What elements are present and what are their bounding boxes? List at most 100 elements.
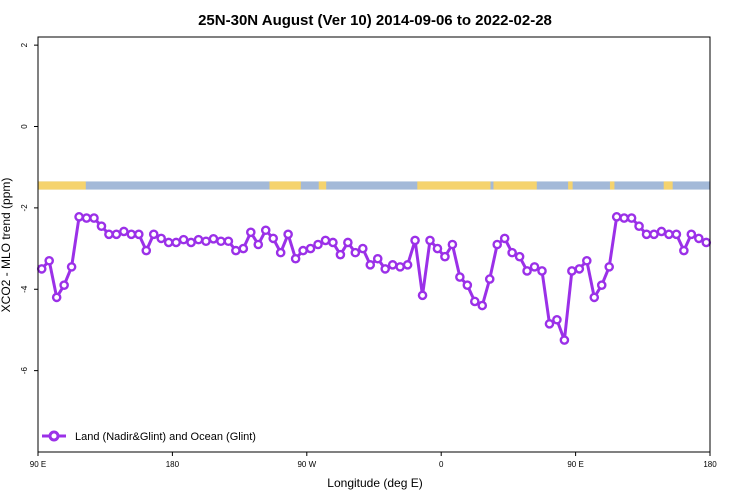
data-point — [410, 235, 420, 246]
data-point — [223, 236, 234, 247]
data-point — [507, 247, 517, 258]
data-point — [66, 262, 77, 272]
data-point — [171, 237, 181, 248]
data-point — [649, 229, 659, 240]
data-point — [335, 249, 346, 260]
data-point — [544, 319, 555, 329]
land-segment — [38, 181, 86, 190]
data-point — [634, 221, 644, 231]
data-point — [36, 264, 47, 274]
data-point — [305, 243, 316, 254]
data-point — [231, 245, 241, 256]
data-point — [499, 233, 510, 244]
data-point — [641, 229, 652, 240]
data-point — [320, 235, 331, 246]
data-point — [156, 233, 166, 244]
data-point — [260, 225, 271, 236]
data-point — [350, 247, 361, 258]
series-layer — [36, 212, 712, 345]
data-point — [372, 253, 383, 264]
chart-title: 25N-30N August (Ver 10) 2014-09-06 to 20… — [198, 12, 552, 29]
data-point — [387, 260, 398, 270]
y-tick-label: 2 — [20, 42, 29, 47]
data-point — [537, 266, 547, 276]
data-point — [104, 229, 114, 240]
data-point — [484, 274, 495, 284]
data-point — [596, 280, 607, 290]
data-point — [469, 296, 480, 307]
x-tick-label: 0 — [439, 460, 444, 469]
data-point — [357, 243, 368, 254]
y-tick-label: -2 — [20, 204, 29, 212]
land-segment — [318, 181, 327, 190]
data-point — [656, 226, 667, 237]
land-segment — [609, 181, 615, 190]
x-tick-label: 90 E — [30, 460, 46, 469]
data-point — [313, 239, 323, 250]
data-point — [253, 239, 264, 250]
data-point — [492, 239, 503, 250]
data-point — [529, 262, 540, 272]
data-point — [604, 262, 615, 272]
x-tick-label: 180 — [703, 460, 717, 469]
data-point — [365, 260, 376, 270]
data-point — [447, 239, 458, 250]
data-point — [328, 237, 338, 248]
data-point — [96, 221, 107, 231]
data-point — [343, 237, 353, 248]
data-point — [238, 243, 249, 254]
data-point — [432, 243, 443, 254]
data-point — [514, 251, 525, 262]
data-point — [395, 262, 405, 272]
x-axis-label: Longitude (deg E) — [327, 476, 422, 490]
data-point — [380, 264, 391, 274]
data-point — [611, 212, 622, 222]
data-point — [111, 229, 122, 240]
data-point — [74, 212, 84, 222]
data-point — [89, 213, 99, 223]
data-point — [402, 260, 413, 270]
data-point — [178, 234, 189, 245]
data-point — [208, 234, 219, 244]
x-tick-label: 180 — [166, 460, 180, 469]
data-point — [81, 213, 92, 223]
data-point — [119, 226, 129, 237]
data-point — [44, 255, 55, 266]
data-point — [275, 247, 286, 258]
data-point — [455, 272, 465, 282]
data-point — [589, 292, 600, 303]
data-point — [582, 255, 592, 266]
data-point — [51, 292, 62, 303]
land-segment — [417, 181, 491, 190]
data-point — [283, 229, 293, 240]
data-point — [141, 245, 152, 256]
land-segment — [493, 181, 537, 190]
land-ocean-band — [38, 181, 710, 190]
data-point — [664, 229, 674, 240]
data-point — [417, 290, 428, 301]
data-point — [626, 213, 637, 223]
data-point — [477, 300, 488, 311]
legend-marker-swatch — [48, 430, 60, 442]
y-tick-label: -6 — [20, 367, 29, 375]
data-point — [567, 266, 577, 276]
ocean-band — [38, 181, 710, 190]
data-point — [619, 213, 629, 223]
data-point — [201, 236, 211, 247]
data-point — [59, 280, 69, 290]
y-axis: 2 0 -2 -4 -6 — [20, 42, 38, 374]
y-tick-label: 0 — [20, 124, 29, 129]
legend: Land (Nadir&Glint) and Ocean (Glint) — [42, 430, 256, 443]
data-point — [425, 235, 435, 246]
data-point — [686, 229, 697, 240]
data-point — [163, 237, 174, 248]
data-point — [679, 245, 689, 256]
data-point — [462, 280, 473, 290]
y-tick-label: -4 — [20, 285, 29, 293]
data-point — [298, 245, 308, 256]
land-segment — [568, 181, 573, 190]
data-point — [193, 234, 204, 245]
data-point — [559, 335, 570, 345]
data-point — [290, 253, 301, 264]
